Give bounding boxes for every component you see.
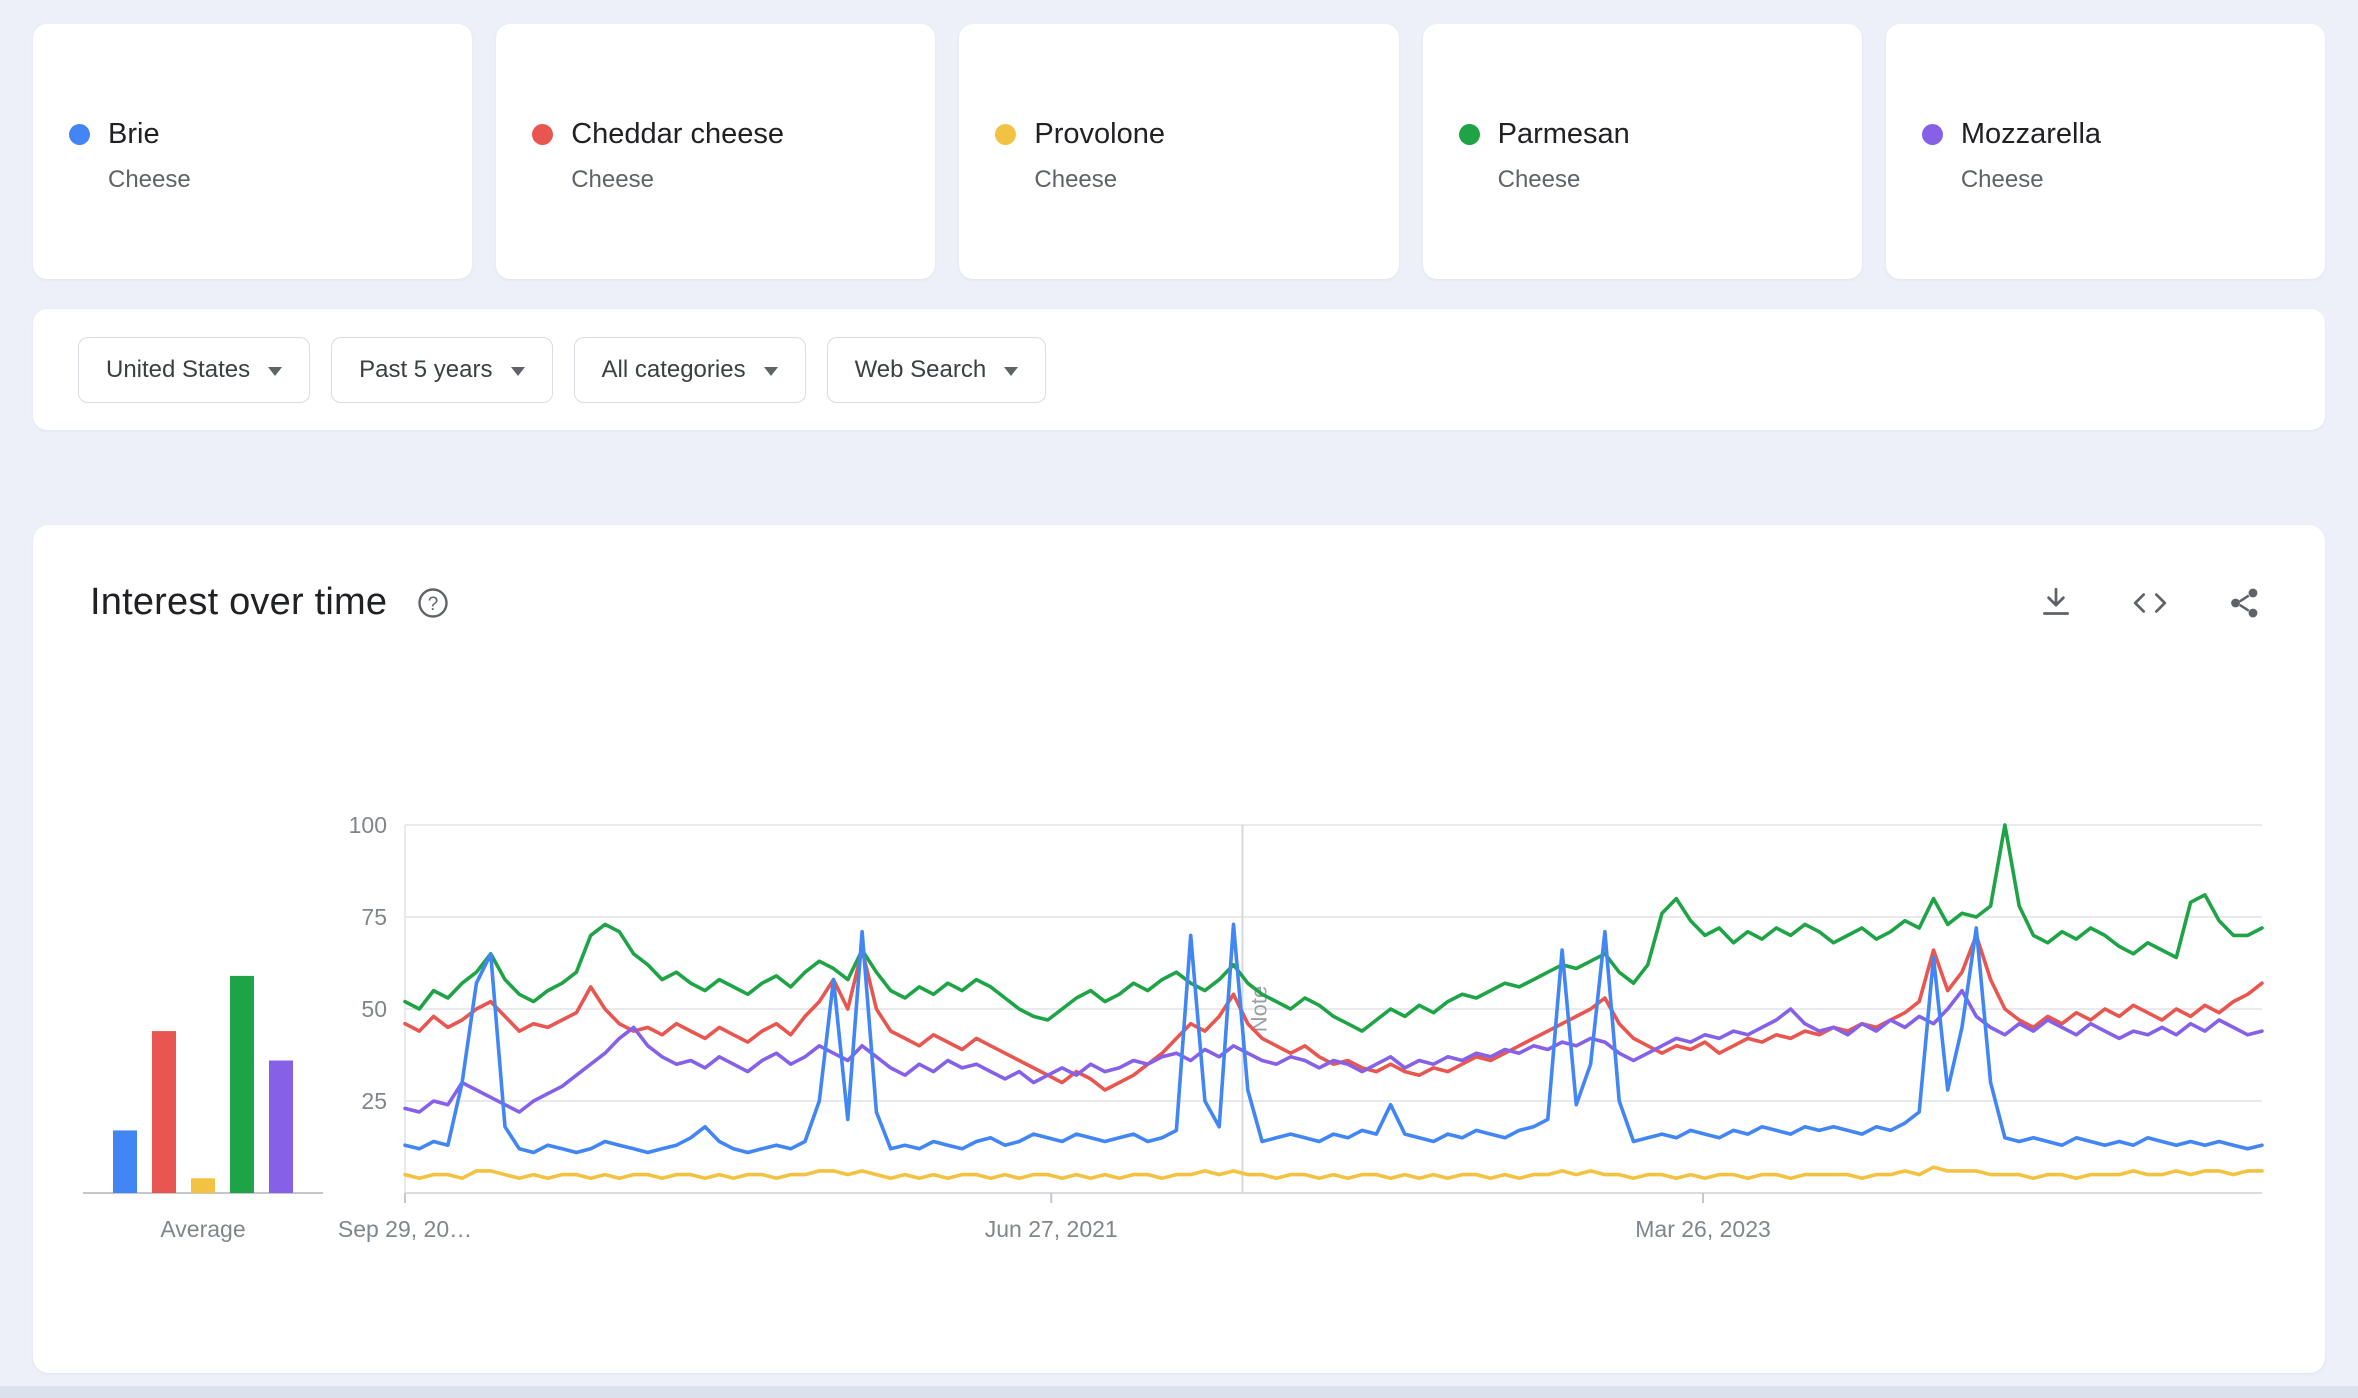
svg-text:75: 75 <box>361 904 387 930</box>
provolone-color-dot <box>995 123 1017 145</box>
term-card-brie[interactable]: Brie Cheese <box>33 24 473 279</box>
term-category: Cheese <box>108 166 191 193</box>
panel-title: Interest over time <box>90 581 388 623</box>
mozzarella-color-dot <box>1921 123 1943 145</box>
term-label: Parmesan <box>1497 118 1630 150</box>
term-category: Cheese <box>1497 166 1581 193</box>
next-section-edge <box>0 1386 2358 1398</box>
chevron-down-icon <box>1004 366 1019 376</box>
filter-search-type-label: Web Search <box>854 355 987 383</box>
filters-bar: United States Past 5 years All categorie… <box>33 309 2325 430</box>
panel-action-icons <box>2037 584 2263 622</box>
help-icon[interactable]: ? <box>415 585 451 621</box>
chevron-down-icon <box>510 366 525 376</box>
term-label: Mozzarella <box>1960 118 2102 150</box>
panel-header: Interest over time ? <box>90 581 2263 624</box>
filter-category[interactable]: All categories <box>573 336 806 403</box>
parmesan-color-dot <box>1458 123 1480 145</box>
svg-text:Sep 29, 20…: Sep 29, 20… <box>338 1216 472 1242</box>
svg-text:Jun 27, 2021: Jun 27, 2021 <box>985 1216 1118 1242</box>
term-row: Parmesan <box>1458 116 1826 152</box>
term-category: Cheese <box>571 166 654 193</box>
term-row: Mozzarella <box>1921 116 2289 152</box>
term-card-mozzarella[interactable]: Mozzarella Cheese <box>1885 24 2326 279</box>
cheddar-color-dot <box>532 123 554 145</box>
term-label: Brie <box>108 118 160 150</box>
filter-category-label: All categories <box>601 355 746 383</box>
chevron-down-icon <box>763 366 778 376</box>
filter-region-label: United States <box>106 355 251 383</box>
svg-text:100: 100 <box>349 812 387 838</box>
svg-text:50: 50 <box>361 996 387 1022</box>
svg-text:25: 25 <box>361 1088 387 1114</box>
share-icon[interactable] <box>2225 584 2263 622</box>
term-row: Provolone <box>995 116 1362 152</box>
term-row: Brie <box>69 116 436 152</box>
download-icon[interactable] <box>2037 584 2075 622</box>
brie-color-dot <box>69 123 90 145</box>
term-card-provolone[interactable]: Provolone Cheese <box>959 24 1399 279</box>
svg-text:Mar 26, 2023: Mar 26, 2023 <box>1635 1216 1771 1242</box>
term-card-parmesan[interactable]: Parmesan Cheese <box>1422 24 1862 279</box>
filter-time-range[interactable]: Past 5 years <box>331 336 553 403</box>
chevron-down-icon <box>268 366 283 376</box>
svg-text:Average: Average <box>160 1216 245 1242</box>
filter-region[interactable]: United States <box>78 336 311 403</box>
term-label: Cheddar cheese <box>571 118 785 150</box>
term-card-cheddar-cheese[interactable]: Cheddar cheese Cheese <box>496 24 936 279</box>
svg-text:?: ? <box>428 594 439 615</box>
interest-over-time-panel: Interest over time ? 25 50 75 100 Sep 29, 20… <box>33 525 2325 1373</box>
interest-over-time-chart[interactable]: 25 50 75 100 Sep 29, 20… Jun 27, 2021 Mar 26, … <box>33 525 2325 1373</box>
term-cards-row: Brie Cheese Cheddar cheese Cheese Provol… <box>33 24 2326 279</box>
term-row: Cheddar cheese <box>532 116 899 152</box>
embed-code-icon[interactable] <box>2131 584 2169 622</box>
filter-time-range-label: Past 5 years <box>359 355 493 383</box>
term-label: Provolone <box>1034 118 1165 150</box>
term-category: Cheese <box>1034 166 1118 193</box>
filter-search-type[interactable]: Web Search <box>826 336 1047 403</box>
term-category: Cheese <box>1960 166 2044 193</box>
